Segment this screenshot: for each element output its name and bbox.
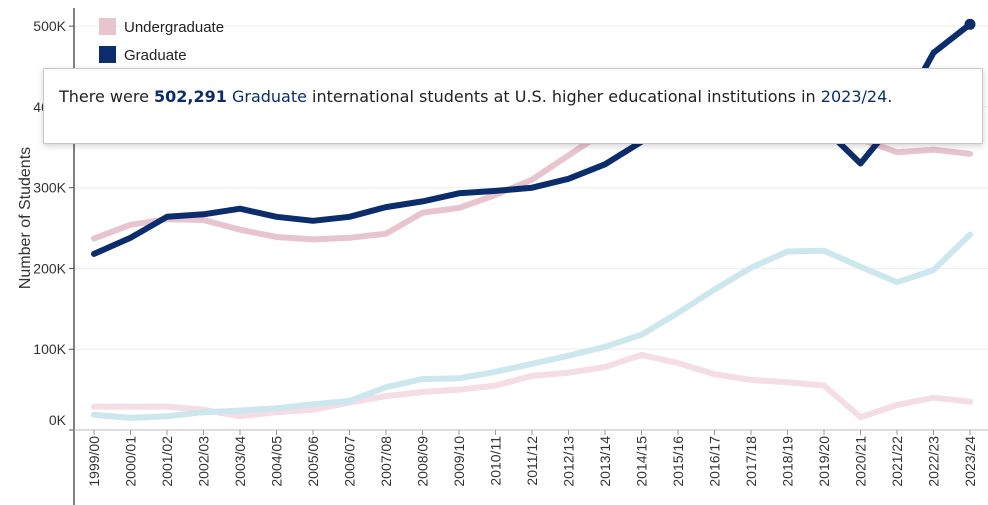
x-tick-label: 2021/22 bbox=[889, 436, 905, 487]
x-tick-label: 2005/06 bbox=[305, 436, 321, 487]
tooltip-suffix: . bbox=[887, 87, 893, 106]
x-tick-label: 2023/24 bbox=[962, 436, 978, 487]
x-tick-label: 2016/17 bbox=[707, 436, 723, 487]
x-tick-label: 2017/18 bbox=[743, 436, 759, 487]
x-tick-label: 1999/00 bbox=[86, 436, 102, 487]
tooltip-period: 2023/24 bbox=[820, 87, 888, 106]
legend-swatch-graduate[interactable] bbox=[99, 46, 116, 63]
series-line-light-pink[interactable] bbox=[91, 351, 973, 421]
axes: Number of Students bbox=[17, 8, 988, 505]
x-tick-label: 2010/11 bbox=[488, 436, 504, 486]
x-tick-label: 2015/16 bbox=[670, 436, 686, 487]
legend-label-undergraduate[interactable]: Undergraduate bbox=[124, 19, 224, 36]
tooltip-middle: international students at U.S. higher ed… bbox=[306, 87, 821, 106]
highlight-point[interactable] bbox=[964, 18, 976, 30]
legend-label-graduate[interactable]: Graduate bbox=[124, 47, 187, 64]
y-tick-label: 200K bbox=[33, 260, 66, 276]
x-tick-label: 2004/05 bbox=[269, 436, 285, 487]
legend: Undergraduate Graduate bbox=[99, 18, 224, 64]
x-tick-labels: 1999/00 2000/01 2001/02 2002/03 2003/04 2004/… bbox=[86, 430, 978, 487]
x-tick-label: 2014/15 bbox=[634, 436, 650, 487]
x-tick-label: 2002/03 bbox=[196, 436, 212, 487]
x-tick-label: 2007/08 bbox=[378, 436, 394, 487]
data-tooltip: There were 502,291 Graduate internationa… bbox=[43, 68, 983, 144]
tooltip-value: 502,291 bbox=[154, 87, 227, 106]
tooltip-series: Graduate bbox=[231, 87, 307, 106]
y-tick-label: 500K bbox=[33, 18, 66, 34]
x-tick-label: 2019/20 bbox=[816, 436, 832, 487]
tooltip-prefix: There were bbox=[59, 87, 154, 106]
x-tick-label: 2013/14 bbox=[597, 436, 613, 487]
x-tick-label: 2001/02 bbox=[159, 436, 175, 487]
legend-swatch-undergraduate[interactable] bbox=[99, 18, 116, 35]
y-tick-label: 300K bbox=[33, 180, 66, 196]
x-tick-label: 2012/13 bbox=[561, 436, 577, 487]
y-tick-label: 0K bbox=[49, 412, 67, 428]
series-line-light-blue[interactable] bbox=[91, 231, 973, 421]
x-tick-label: 2003/04 bbox=[232, 436, 248, 487]
x-tick-label: 2018/19 bbox=[780, 436, 796, 487]
y-axis-label: Number of Students bbox=[17, 147, 34, 289]
x-tick-label: 2009/10 bbox=[451, 436, 467, 487]
y-tick-label: 100K bbox=[33, 341, 66, 357]
x-tick-label: 2011/12 bbox=[524, 436, 540, 486]
x-tick-label: 2000/01 bbox=[123, 436, 139, 487]
x-tick-label: 2022/23 bbox=[926, 436, 942, 487]
x-tick-label: 2008/09 bbox=[415, 436, 431, 487]
x-tick-label: 2006/07 bbox=[342, 436, 358, 487]
x-tick-label: 2020/21 bbox=[853, 436, 869, 487]
